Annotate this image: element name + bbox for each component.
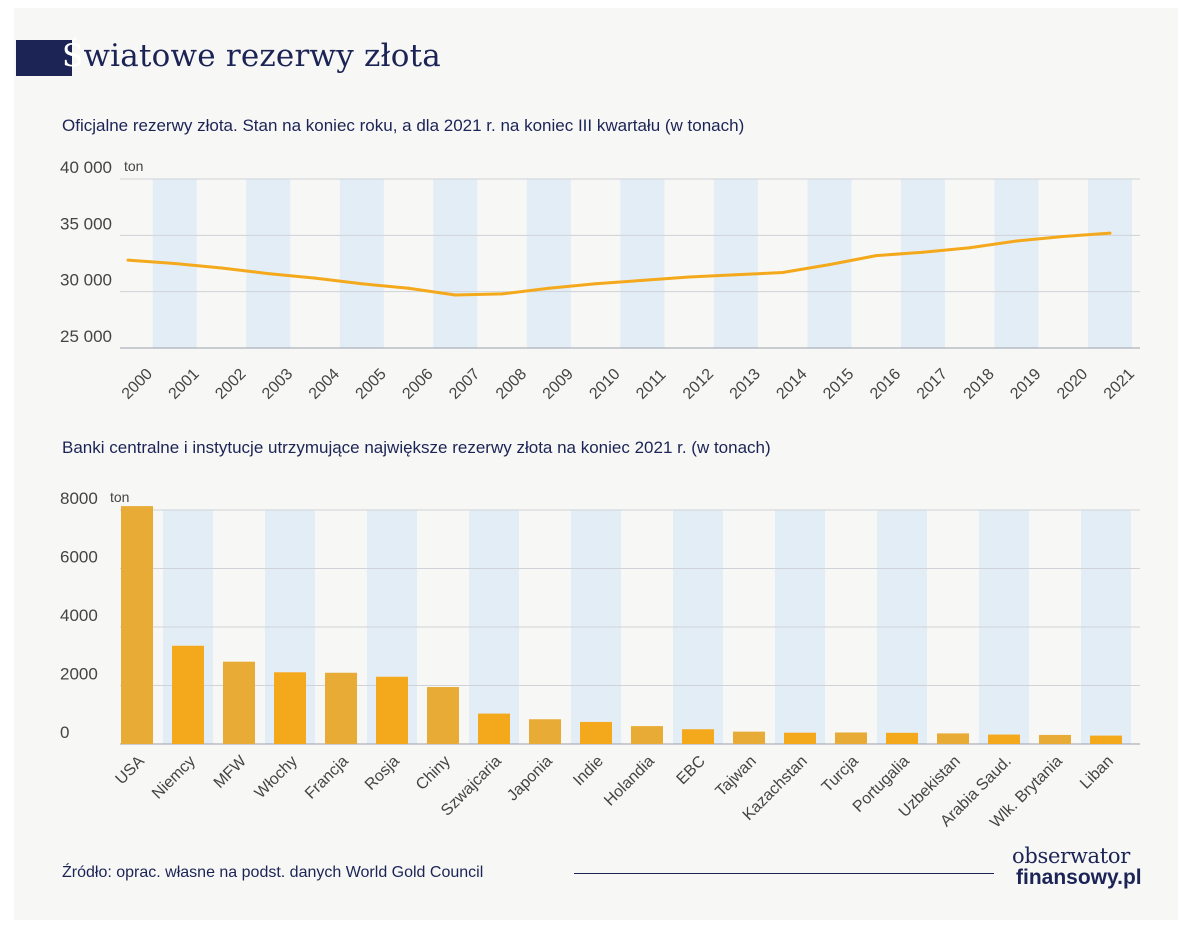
bar-chart-bar [784,732,816,744]
bar-chart-xtick-label: Japonia [504,753,556,805]
bar-chart-bar [529,719,561,744]
title-accent-block [16,40,72,76]
bar-chart-bar [427,687,459,744]
line-chart-point [547,286,551,290]
line-chart-point [594,282,598,286]
bar-chart-ytick-label: 4000 [60,606,98,625]
page-title-rest: wiatowe rezerwy złota [83,38,441,74]
bar-chart-xtick-label: Tajwan [713,753,760,800]
line-chart-point [781,271,785,275]
bar-chart-bar [121,506,153,744]
bar-chart-bar [478,713,510,744]
line-chart-ytick-label: 25 000 [60,327,112,346]
line-chart-band [1088,179,1132,348]
bar-chart-xtick-label: USA [113,753,149,789]
line-chart-point [313,276,317,280]
line-chart-point [407,286,411,290]
line-chart-band [713,179,758,348]
bar-chart-xtick-label: Turcja [819,753,862,796]
bar-chart-bar [886,732,918,744]
line-chart-point [874,254,878,258]
line-chart-point [734,273,738,277]
line-chart-point [173,262,177,265]
bar-chart-bar [733,731,765,744]
line-chart-point [1061,234,1065,238]
bar-chart-xtick-label: Chiny [413,753,454,794]
line-chart-band [433,179,478,348]
line-chart-point [126,258,130,262]
line-chart-title: Oficjalne rezerwy złota. Stan na koniec … [62,116,745,135]
footer-divider [574,873,994,874]
line-chart-point [220,266,224,270]
bar-chart-bar [631,726,663,744]
bar-chart-bar [835,732,867,744]
bar-chart-xtick-label: Holandia [601,753,658,810]
line-chart-band [246,179,291,348]
source-note: Źródło: oprac. własne na podst. danych W… [62,864,484,881]
line-chart-point [968,246,972,250]
line-chart-point [687,275,691,279]
line-chart-ytick-label: 40 000 [60,158,112,177]
line-chart-point [640,278,644,282]
bar-chart-bar [1039,734,1071,744]
line-chart-point [360,282,364,286]
brand-logo-top: obserwator [1012,844,1130,868]
line-chart-unit-label: ton [124,158,143,174]
bar-chart-xtick-label: Włochy [252,753,301,802]
bar-chart-ytick-label: 2000 [60,665,98,684]
line-chart-band [994,179,1039,348]
line-chart-point [827,263,831,267]
brand-logo-bottom: finansowy.pl [1016,866,1142,889]
bar-chart-xtick-label: EBC [674,753,709,788]
line-chart-band [339,179,384,348]
line-chart-ytick-label: 30 000 [60,271,112,290]
page-title: Światowe rezerwy złota [62,38,441,74]
bar-chart-xtick-label: Francja [302,753,352,803]
bar-chart-xtick-label: Rosja [362,753,403,794]
bar-chart-bar [274,672,306,744]
line-chart-series-line [127,231,1111,297]
bar-chart-xtick-label: Indie [570,753,607,790]
line-chart-point [1108,231,1112,235]
bar-chart-ytick-label: 0 [60,723,69,742]
line-chart-point [453,293,457,297]
bar-chart-bar [580,721,612,744]
bar-chart-xtick-label: MFW [211,752,251,792]
bar-chart-bar [988,734,1020,744]
line-chart-band [900,179,945,348]
bar-chart-unit-label: ton [110,489,129,505]
line-chart-band [526,179,571,348]
bar-chart-bar [172,645,204,744]
bar-chart-bar [223,661,255,744]
line-chart-band [620,179,665,348]
bar-chart-bar [937,733,969,744]
page-title-initial: Ś [62,38,84,74]
line-chart-point [1014,239,1018,243]
bar-chart-bar [325,672,357,744]
line-chart-point [500,292,504,296]
line-chart-point [921,250,925,254]
bar-chart: 0 2000 4000 6000 8000 ton USA Niemcy MFW Włochy Fr… [60,489,1140,831]
bar-chart-xtick-label: Niemcy [149,753,199,803]
infographic-panel [14,8,1178,920]
bar-chart-bar [1090,735,1122,744]
bar-chart-xtick-label: Liban [1077,753,1117,793]
bar-chart-bar [376,676,408,744]
line-chart-ytick-label: 35 000 [60,214,112,233]
line-chart-point [266,272,270,276]
bar-chart-bar [682,729,714,744]
bar-chart-title: Banki centralne i instytucje utrzymujące… [62,438,771,457]
bar-chart-ytick-label: 8000 [60,489,98,508]
bar-chart-ytick-label: 6000 [60,548,98,567]
